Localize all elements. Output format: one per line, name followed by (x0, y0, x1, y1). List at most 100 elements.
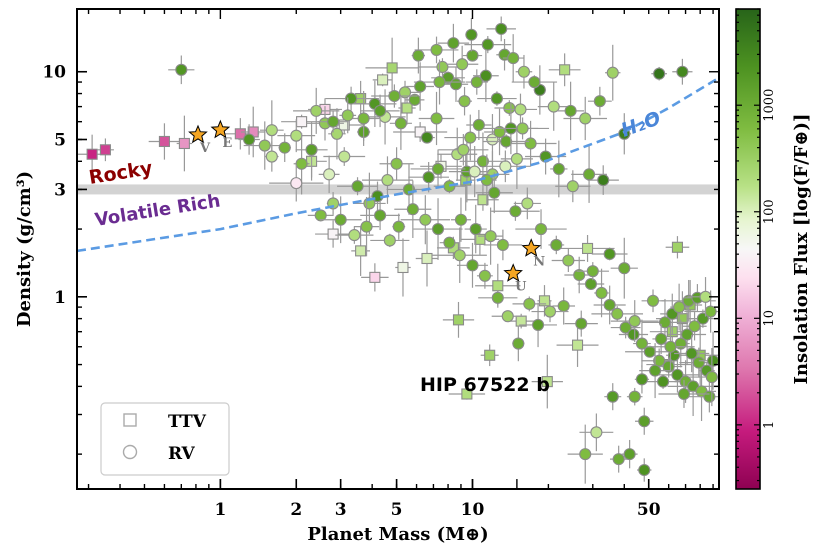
rv-marker (465, 28, 478, 41)
rv-point (515, 54, 533, 89)
ttv-point (548, 53, 581, 87)
rv-marker (584, 277, 597, 291)
rv-point (567, 424, 603, 484)
rv-point (610, 300, 659, 343)
rv-marker (348, 229, 361, 242)
rv-marker (573, 268, 586, 282)
rv-marker (517, 65, 531, 78)
rv-point (362, 156, 413, 204)
rv-point (641, 289, 665, 313)
solar-system-star (503, 263, 523, 282)
rv-marker (443, 236, 456, 249)
rv-marker (552, 162, 565, 175)
ttv-point (480, 344, 499, 367)
rv-point (646, 322, 695, 372)
rv-point (328, 108, 346, 160)
rv-marker (447, 37, 460, 50)
rv-point (621, 439, 638, 469)
rv-point (635, 407, 654, 435)
rv-marker (414, 80, 427, 93)
rv-point (625, 345, 675, 358)
solar-system-planet: V (188, 124, 211, 156)
highlight-planet-label: HIP 67522 b (420, 374, 550, 396)
legend-ttv-label: TTV (168, 412, 207, 432)
ttv-point (395, 238, 411, 297)
rv-marker (618, 262, 631, 275)
rv-marker (557, 299, 570, 313)
rv-point (639, 343, 671, 399)
rv-point (672, 58, 693, 85)
rv-marker (562, 254, 575, 267)
rv-marker (635, 337, 648, 350)
rv-point (537, 82, 570, 131)
rv-marker (334, 213, 347, 226)
rv-marker (528, 75, 541, 89)
ttv-point (665, 236, 690, 259)
rv-marker (295, 157, 308, 170)
rv-point (515, 209, 567, 249)
overlay-layer: V E UN (77, 76, 719, 489)
solar-system-planet: N (521, 238, 545, 269)
rv-marker (628, 390, 641, 403)
rv-point (460, 146, 490, 198)
rv-marker (606, 66, 619, 79)
rv-marker (453, 249, 466, 262)
rv-point (548, 235, 565, 255)
rv-point (604, 383, 622, 411)
ttv-marker (178, 137, 190, 150)
ttv-point (96, 138, 114, 162)
x-axis-title: Planet Mass (M⊕) (307, 524, 488, 545)
ttv-marker (397, 261, 409, 274)
rv-point (658, 380, 710, 408)
rv-point (410, 149, 466, 189)
rv-point (610, 237, 638, 299)
rv-marker (583, 168, 596, 181)
rv-point (278, 133, 291, 162)
rv-point (265, 141, 279, 172)
rv-marker (503, 101, 516, 115)
rv-point (379, 147, 414, 181)
rv-point (476, 262, 493, 289)
rv-point (456, 242, 489, 288)
rv-point (519, 302, 557, 348)
rv-point (605, 44, 621, 101)
ttv-marker (369, 271, 381, 283)
rv-marker (543, 305, 557, 318)
solar-system-label: E (222, 136, 232, 151)
rv-point (408, 162, 449, 193)
rv-marker (449, 78, 463, 91)
rv-marker (677, 387, 691, 401)
x-tick-label: 50 (637, 500, 661, 520)
colorbar: 1 10 100 1000 Insolation Flux [log(F/F⊕)] (735, 8, 812, 490)
rv-marker (412, 49, 425, 62)
rv-point (446, 45, 479, 83)
legend: TTV RV (100, 402, 230, 476)
rv-marker (638, 415, 651, 428)
rv-marker (586, 265, 599, 278)
rv-marker (456, 58, 469, 71)
rv-marker (688, 320, 701, 333)
ttv-marker (296, 116, 308, 128)
rv-marker (406, 203, 419, 216)
rv-marker (627, 328, 640, 341)
rv-point (552, 287, 576, 325)
rv-marker (628, 315, 641, 328)
rv-marker (524, 137, 537, 150)
rv-marker (484, 230, 497, 243)
ttv-marker (158, 135, 170, 148)
ttv-marker (671, 241, 683, 253)
rv-point (483, 134, 530, 149)
rv-marker (514, 103, 527, 116)
ttv-point (372, 73, 393, 87)
rv-point (674, 334, 710, 373)
rv-point (571, 145, 607, 203)
rv-point (353, 196, 380, 257)
rv-point (465, 18, 478, 52)
rv-point (414, 36, 459, 64)
rv-marker (676, 65, 689, 78)
rv-marker (374, 209, 387, 222)
rv-point (360, 200, 400, 231)
data-points-layer (77, 16, 719, 484)
rv-marker (507, 52, 520, 65)
rv-marker (509, 205, 522, 218)
